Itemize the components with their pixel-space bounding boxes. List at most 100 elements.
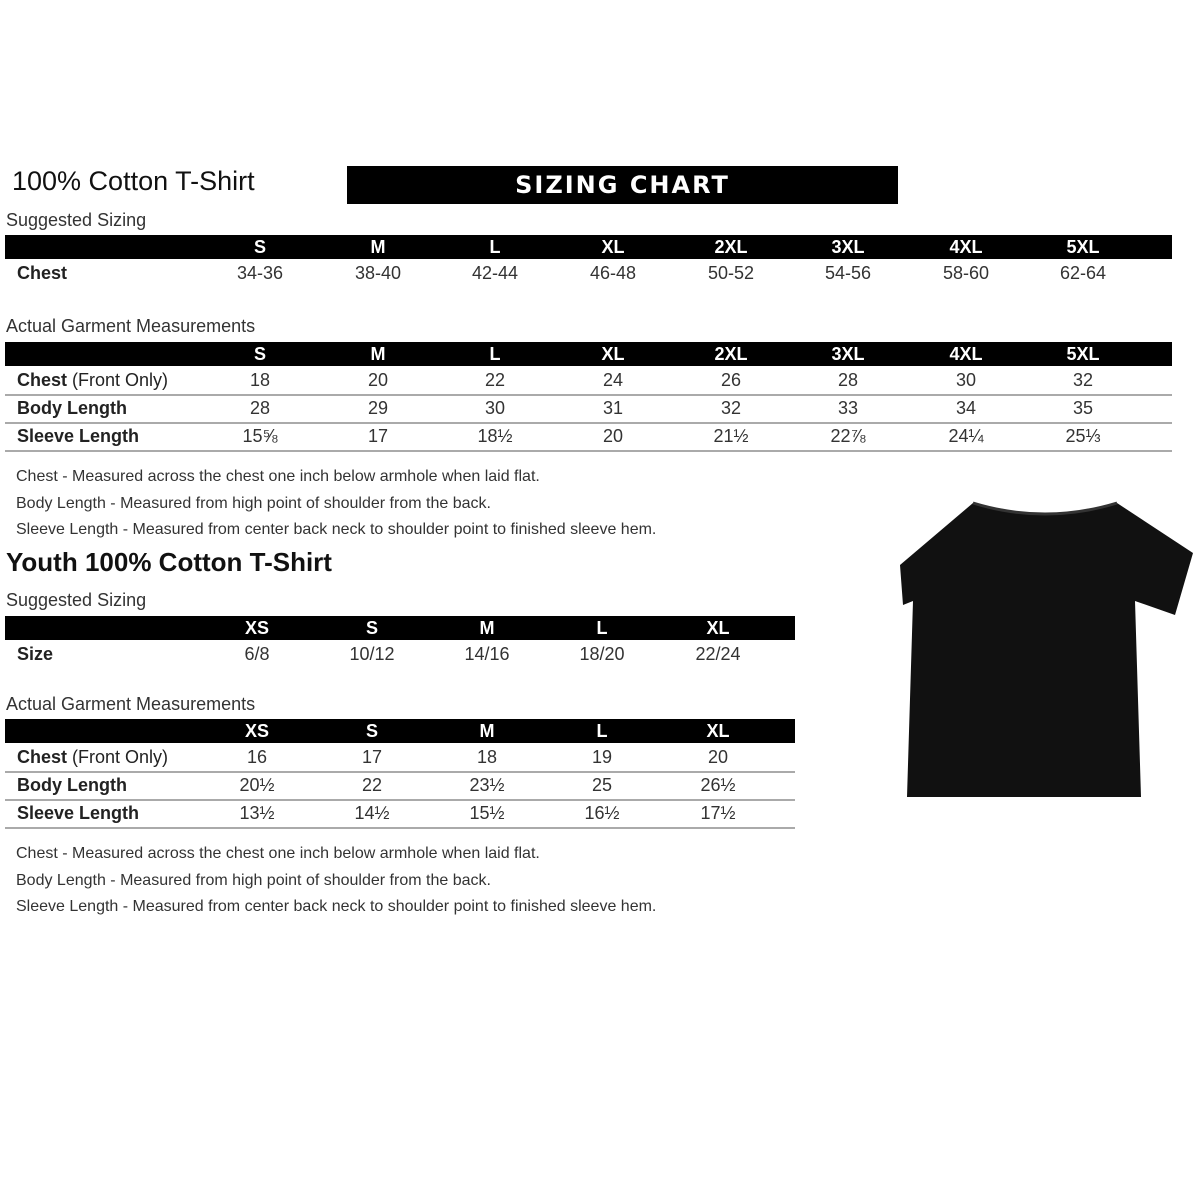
cell-value: 30 xyxy=(955,370,977,390)
cell-value: 19 xyxy=(591,747,613,767)
size-header: L xyxy=(596,618,608,638)
adult-title: 100% Cotton T-Shirt xyxy=(12,166,255,196)
cell-value: 46-48 xyxy=(589,263,637,283)
cell-value: 29 xyxy=(367,398,389,418)
table-row: Sleeve Length 15⅝ 17 18½ 20 21½ 22⅞ 24¼ 25⅓ xyxy=(5,422,1172,452)
size-header: S xyxy=(253,344,267,364)
cell-value: 17 xyxy=(367,426,389,446)
size-header: XS xyxy=(244,618,270,638)
cell-value: 22⅞ xyxy=(830,426,866,446)
cell-value: 17 xyxy=(361,747,383,767)
size-header: XL xyxy=(706,721,730,741)
cell-value: 22 xyxy=(361,775,383,795)
note: Sleeve Length - Measured from center bac… xyxy=(16,898,657,915)
cell-value: 17½ xyxy=(700,803,736,823)
cell-value: 26 xyxy=(720,370,742,390)
row-label-text: Body Length xyxy=(17,775,127,795)
size-header: 3XL xyxy=(831,344,865,364)
cell-value: 20 xyxy=(707,747,729,767)
size-header: M xyxy=(479,618,495,638)
size-header: 4XL xyxy=(949,344,983,364)
cell-value: 13½ xyxy=(239,803,275,823)
cell-value: 15⅝ xyxy=(242,426,278,446)
sizing-chart-banner: SIZING CHART xyxy=(347,166,898,204)
note: Sleeve Length - Measured from center bac… xyxy=(16,521,657,538)
cell-value: 15½ xyxy=(469,803,505,823)
cell-value: 38-40 xyxy=(354,263,402,283)
cell-value: 18½ xyxy=(477,426,513,446)
cell-value: 30 xyxy=(484,398,506,418)
cell-value: 32 xyxy=(1072,370,1094,390)
section-title: Youth 100% Cotton T-Shirt xyxy=(6,547,332,577)
size-header: S xyxy=(253,237,267,257)
size-header: 4XL xyxy=(949,237,983,257)
size-header: XS xyxy=(244,721,270,741)
size-header: XL xyxy=(601,344,625,364)
size-header: 2XL xyxy=(714,344,748,364)
suggested-header: XS S M L XL xyxy=(5,616,795,640)
cell-value: 16 xyxy=(246,747,268,767)
cell-value: 14½ xyxy=(354,803,390,823)
size-header: S xyxy=(365,721,379,741)
size-header: M xyxy=(370,237,386,257)
cell-value: 34-36 xyxy=(236,263,284,283)
cell-value: 62-64 xyxy=(1059,263,1107,283)
row-label-suffix: (Front Only) xyxy=(72,747,169,767)
row-label-text: Sleeve Length xyxy=(17,803,140,823)
size-header: XL xyxy=(601,237,625,257)
cell-value: 25⅓ xyxy=(1065,426,1101,446)
cell-value: 25 xyxy=(591,775,613,795)
row-label: Chest xyxy=(17,259,67,287)
table-row: Chest (Front Only) 18 20 22 24 26 28 30 32 xyxy=(5,366,1172,396)
size-header: L xyxy=(489,344,501,364)
cell-value: 28 xyxy=(837,370,859,390)
size-header: 5XL xyxy=(1066,237,1100,257)
row-label: Body Length xyxy=(17,771,127,799)
note: Body Length - Measured from high point o… xyxy=(16,871,491,889)
actual-measurements-label: Actual Garment Measurements xyxy=(6,316,256,336)
row-label: Size xyxy=(17,640,53,668)
note: Chest - Measured across the chest one in… xyxy=(16,845,540,862)
size-header: 5XL xyxy=(1066,344,1100,364)
cell-value: 26½ xyxy=(700,775,736,795)
row-label-text: Chest xyxy=(17,263,68,283)
actual-header: S M L XL 2XL 3XL 4XL 5XL xyxy=(5,342,1172,366)
cell-value: 32 xyxy=(720,398,742,418)
cell-value: 20 xyxy=(602,426,624,446)
cell-value: 24 xyxy=(602,370,624,390)
row-label: Chest (Front Only) xyxy=(17,366,168,394)
size-header: S xyxy=(365,618,379,638)
table-row: Body Length 28 29 30 31 32 33 34 35 xyxy=(5,394,1172,424)
size-header: XL xyxy=(706,618,730,638)
row-label-text: Size xyxy=(17,644,54,664)
row-label-text: Chest xyxy=(17,747,68,767)
row-label: Chest (Front Only) xyxy=(17,743,168,771)
cell-value: 23½ xyxy=(469,775,505,795)
cell-value: 22/24 xyxy=(695,644,741,664)
size-header: M xyxy=(479,721,495,741)
black-tshirt-icon xyxy=(900,501,1193,797)
cell-value: 24¼ xyxy=(948,426,984,446)
cell-value: 34 xyxy=(955,398,977,418)
cell-value: 33 xyxy=(837,398,859,418)
cell-value: 18 xyxy=(476,747,498,767)
row-label-text: Body Length xyxy=(17,398,127,418)
size-header: 3XL xyxy=(831,237,865,257)
cell-value: 28 xyxy=(249,398,271,418)
size-header: L xyxy=(489,237,501,257)
cell-value: 18 xyxy=(249,370,271,390)
cell-value: 6/8 xyxy=(244,644,270,664)
row-label: Body Length xyxy=(17,394,127,422)
table-row: Chest 34-36 38-40 42-44 46-48 50-52 54-56 58-60… xyxy=(5,259,1172,287)
cell-value: 42-44 xyxy=(471,263,519,283)
suggested-header: S M L XL 2XL 3XL 4XL 5XL xyxy=(5,235,1172,259)
size-header: M xyxy=(370,344,386,364)
note: Chest - Measured across the chest one in… xyxy=(16,468,540,485)
size-header: L xyxy=(596,721,608,741)
cell-value: 16½ xyxy=(584,803,620,823)
cell-value: 35 xyxy=(1072,398,1094,418)
size-header: 2XL xyxy=(714,237,748,257)
table-row: Sleeve Length 13½ 14½ 15½ 16½ 17½ xyxy=(5,799,795,829)
suggested-sizing-label: Suggested Sizing xyxy=(6,210,147,230)
